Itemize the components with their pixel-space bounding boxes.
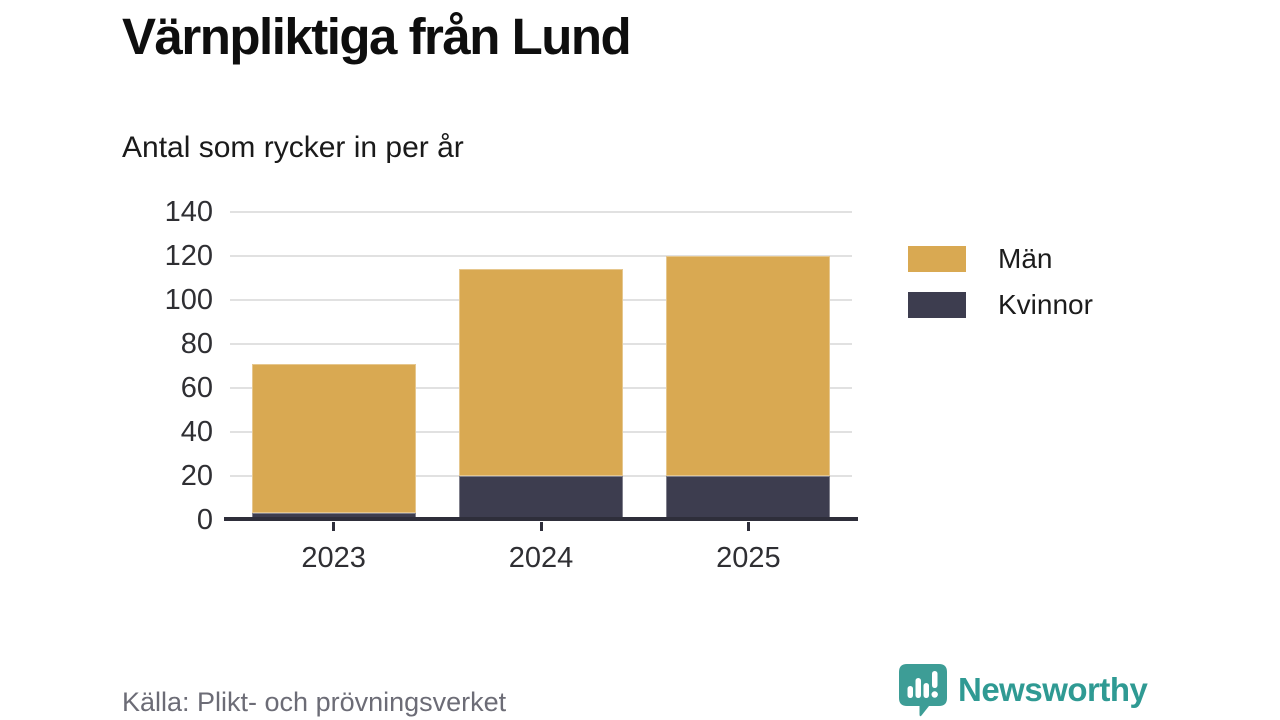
legend-label: Kvinnor [998,289,1093,320]
source-text: Källa: Plikt- och prövningsverket [122,687,507,717]
chart-title: Värnpliktiga från Lund [122,8,632,65]
x-axis-line [224,517,858,521]
legend-swatch [908,246,966,272]
chart-subtitle: Antal som rycker in per år [122,131,464,164]
bar-chart-plot-area [224,211,858,521]
bar-segment [251,513,416,520]
y-tick-label: 20 [180,460,213,492]
x-tick-label: 2025 [716,542,781,574]
x-tick [332,522,336,531]
y-tick-label: 40 [180,416,213,448]
gridline [230,211,852,213]
legend-label: Män [998,243,1053,274]
bar-segment [251,363,416,514]
bar-segment [666,476,831,520]
y-tick-label: 0 [196,504,213,536]
newsworthy-speech-bubble-chart-icon [898,663,948,717]
legend-swatch [908,292,966,318]
brand-name: Newsworthy [958,671,1148,708]
bar-segment [666,256,831,476]
x-tick [539,522,543,531]
x-tick-label: 2024 [508,542,574,574]
y-tick-label: 140 [164,196,213,228]
y-tick-label: 60 [180,372,213,404]
x-tick-label: 2023 [301,542,366,574]
x-tick [746,522,750,531]
y-tick-label: 100 [164,284,213,316]
y-tick-label: 120 [164,240,213,272]
bar-segment [459,476,623,520]
y-axis: 0 20 40 60 80 100 120 140 [90,0,213,720]
newsworthy-logo: Newsworthy [898,662,1148,718]
y-tick-label: 80 [180,328,213,360]
gridline [230,255,852,257]
bar-segment [459,269,623,476]
